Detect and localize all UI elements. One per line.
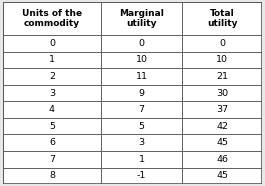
Bar	[3, 35, 101, 52]
Text: Total
utility: Total utility	[207, 9, 237, 28]
Text: 4: 4	[49, 105, 55, 114]
Bar	[182, 85, 262, 101]
Text: 1: 1	[139, 155, 145, 164]
Text: 5: 5	[139, 122, 145, 131]
Text: 8: 8	[49, 171, 55, 180]
Text: 0: 0	[219, 39, 225, 48]
Text: 45: 45	[216, 138, 228, 147]
Bar	[101, 118, 182, 134]
Bar	[182, 101, 262, 118]
Text: 21: 21	[216, 72, 228, 81]
Bar	[182, 68, 262, 85]
Bar	[101, 52, 182, 68]
Text: 11: 11	[136, 72, 148, 81]
Bar	[101, 168, 182, 184]
Text: 7: 7	[139, 105, 145, 114]
Text: 3: 3	[139, 138, 145, 147]
Bar	[3, 134, 101, 151]
Text: 6: 6	[49, 138, 55, 147]
Text: 7: 7	[49, 155, 55, 164]
Bar	[3, 2, 101, 35]
Bar	[182, 52, 262, 68]
Text: 0: 0	[49, 39, 55, 48]
Text: 42: 42	[216, 122, 228, 131]
Text: 5: 5	[49, 122, 55, 131]
Bar	[101, 85, 182, 101]
Bar	[182, 134, 262, 151]
Text: 1: 1	[49, 55, 55, 64]
Text: 0: 0	[139, 39, 145, 48]
Bar	[182, 118, 262, 134]
Bar	[3, 52, 101, 68]
Text: 10: 10	[216, 55, 228, 64]
Text: Units of the
commodity: Units of the commodity	[22, 9, 82, 28]
Text: 10: 10	[136, 55, 148, 64]
Text: 37: 37	[216, 105, 228, 114]
Text: 2: 2	[49, 72, 55, 81]
Bar	[101, 134, 182, 151]
Bar	[101, 101, 182, 118]
Bar	[101, 35, 182, 52]
Bar	[3, 168, 101, 184]
Text: 9: 9	[139, 89, 145, 97]
Bar	[182, 168, 262, 184]
Bar	[3, 118, 101, 134]
Text: -1: -1	[137, 171, 146, 180]
Bar	[3, 151, 101, 168]
Bar	[182, 35, 262, 52]
Bar	[182, 2, 262, 35]
Bar	[101, 2, 182, 35]
Bar	[3, 101, 101, 118]
Bar	[101, 151, 182, 168]
Text: 45: 45	[216, 171, 228, 180]
Text: 30: 30	[216, 89, 228, 97]
Bar	[101, 68, 182, 85]
Bar	[182, 151, 262, 168]
Text: Marginal
utility: Marginal utility	[119, 9, 164, 28]
Bar	[3, 68, 101, 85]
Text: 3: 3	[49, 89, 55, 97]
Bar	[3, 85, 101, 101]
Text: 46: 46	[216, 155, 228, 164]
